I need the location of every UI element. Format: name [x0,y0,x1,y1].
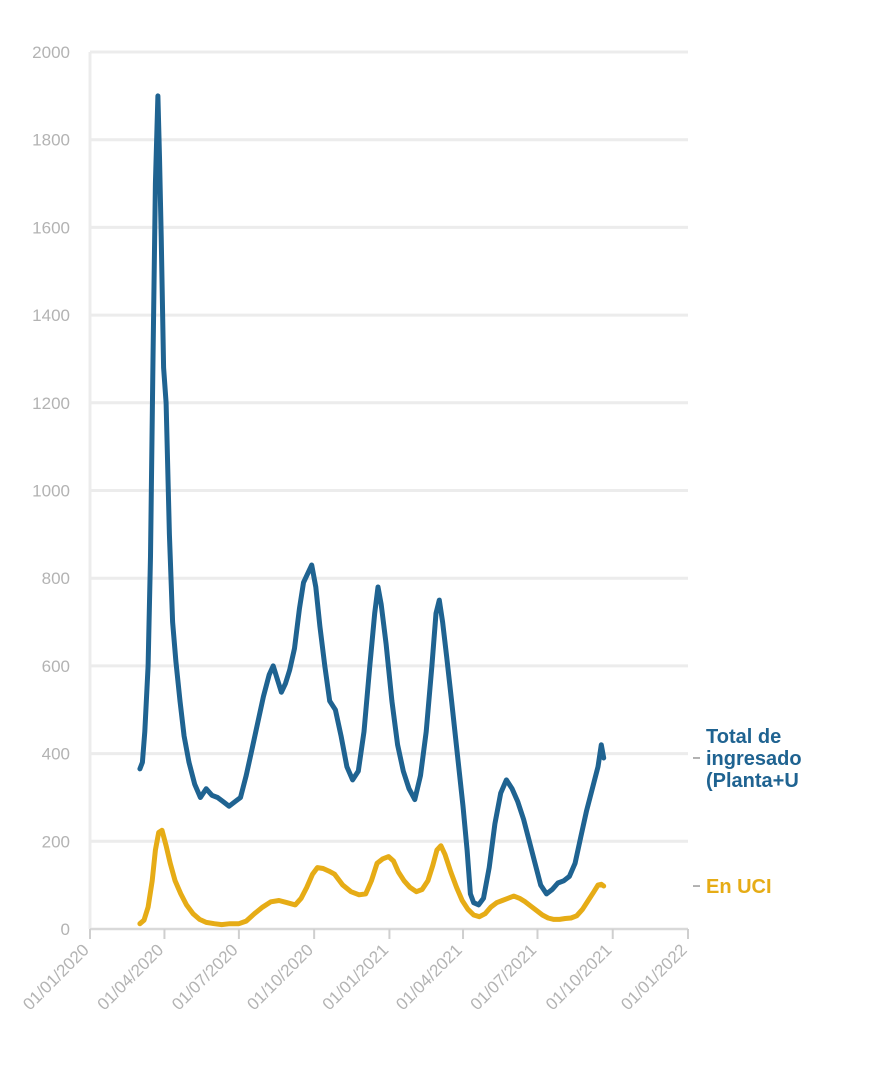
x-tick-label: 01/01/2022 [617,940,691,1014]
y-tick-label: 2000 [32,43,70,62]
y-tick-label: 1400 [32,306,70,325]
x-tick-label: 01/01/2021 [319,940,393,1014]
y-tick-label: 200 [42,832,70,851]
y-axis-ticks: 0 200 400 600 800 1000 1200 1400 1600 1800 2000 [32,43,70,939]
y-tick-label: 400 [42,745,70,764]
y-tick-label: 1000 [32,482,70,501]
x-tick-label: 01/04/2021 [392,940,466,1014]
y-tick-label: 0 [61,920,70,939]
series-label-1: En UCI [706,876,772,898]
x-tick-label: 01/10/2021 [542,940,616,1014]
y-tick-label: 600 [42,657,70,676]
y-tick-label: 1600 [32,218,70,237]
x-axis: 01/01/2020 01/04/2020 01/07/2020 01/10/2020… [19,52,691,1014]
x-tick-label: 01/07/2020 [168,940,242,1014]
y-tick-label: 1200 [32,394,70,413]
y-tick-label: 800 [42,569,70,588]
grid-lines [90,50,688,931]
series-label-line: En UCI [706,876,772,898]
series-label-line: Total de [706,726,781,748]
series-lines [137,93,607,928]
x-tick-label: 01/01/2020 [19,940,93,1014]
series-line-0 [137,93,607,908]
series-label-line: ingresado [706,748,802,770]
series-label-line: (Planta+U [706,770,799,792]
x-tick-label: 01/10/2020 [243,940,317,1014]
series-line-1 [137,827,607,928]
y-tick-label: 1800 [32,131,70,150]
x-tick-label: 01/07/2021 [467,940,541,1014]
x-tick-label: 01/04/2020 [94,940,168,1014]
